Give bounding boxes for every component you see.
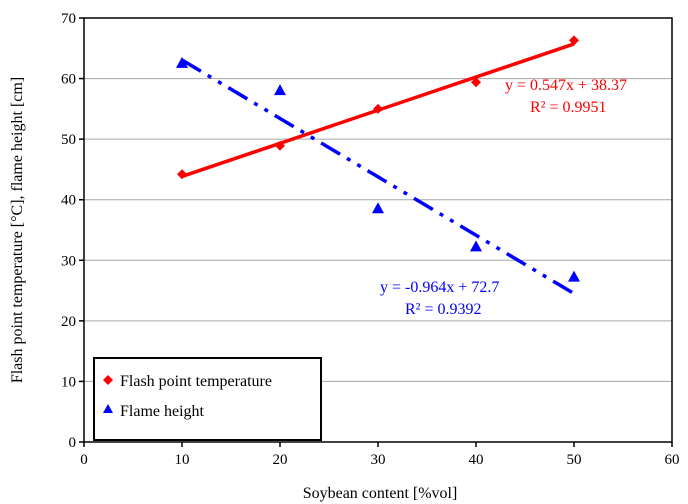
x-axis-title: Soybean content [%vol] — [303, 485, 458, 502]
y-tick-label: 40 — [61, 193, 76, 209]
point-flash-point — [471, 77, 481, 88]
flame-height-equation: y = -0.964x + 72.7 — [380, 279, 499, 296]
legend-label-flash-point: Flash point temperature — [120, 373, 272, 390]
legend: Flash point temperature Flame height — [93, 357, 322, 441]
legend-label-flame-height: Flame height — [120, 403, 205, 420]
point-flame-height — [372, 202, 384, 214]
point-flame-height — [274, 84, 286, 96]
x-tick-label: 50 — [567, 452, 582, 468]
legend-box — [93, 357, 322, 441]
x-tick-label: 30 — [371, 452, 386, 468]
point-flash-point — [373, 103, 383, 114]
x-tick-label: 40 — [469, 452, 484, 468]
x-tick-label: 20 — [273, 452, 288, 468]
y-tick-label: 10 — [61, 374, 76, 390]
x-tick-label: 0 — [80, 452, 88, 468]
trendline-flame-height — [181, 58, 575, 296]
point-flame-height — [176, 56, 188, 68]
x-tick-label: 10 — [175, 452, 190, 468]
point-flame-height — [568, 270, 580, 282]
legend-marker-flash-point — [103, 375, 113, 385]
gridlines — [84, 78, 672, 382]
flame-height-r2: R² = 0.9392 — [405, 301, 482, 318]
axes — [79, 17, 673, 447]
point-flame-height — [470, 240, 482, 252]
y-tick-label: 30 — [61, 253, 76, 269]
point-flash-point — [275, 140, 285, 151]
y-tick-label: 50 — [61, 132, 76, 148]
y-tick-label: 20 — [61, 314, 76, 330]
flash-point-r2: R² = 0.9951 — [530, 99, 607, 116]
y-axis-title: Flash point temperature [°C], flame heig… — [9, 77, 26, 383]
y-tick-label: 70 — [61, 11, 76, 27]
data-points — [176, 35, 580, 282]
y-tick-label: 0 — [69, 435, 77, 451]
y-tick-label: 60 — [61, 72, 76, 88]
point-flash-point — [177, 169, 187, 180]
point-flash-point — [569, 35, 579, 46]
tick-labels: 0 10 20 30 40 50 60 70 0 10 20 30 40 50 60 — [61, 11, 680, 468]
flash-point-equation: y = 0.547x + 38.37 — [505, 77, 627, 94]
legend-marker-flame-height — [103, 404, 113, 413]
x-tick-label: 60 — [665, 452, 680, 468]
